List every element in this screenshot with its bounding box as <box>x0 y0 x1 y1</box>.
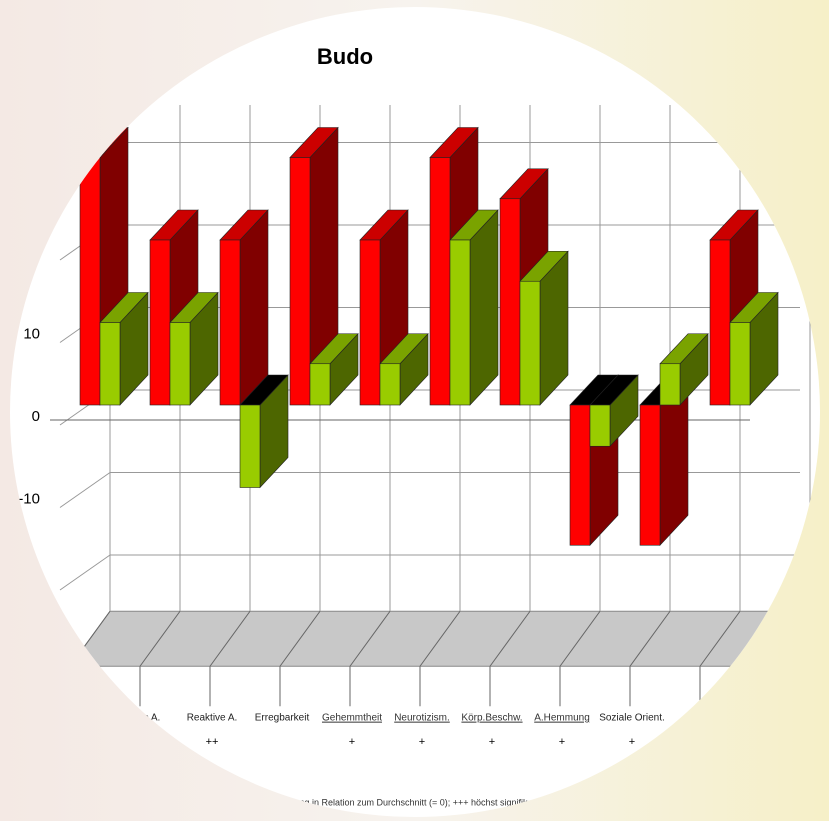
bar-front <box>709 239 731 406</box>
x-tick-label: Erregbarkeit <box>255 713 310 724</box>
x-tick-label: Neurotizism. <box>394 713 450 724</box>
x-tick-label: A.Hemmung <box>534 713 590 724</box>
bar-front <box>149 239 171 406</box>
significance-label: + <box>489 736 495 748</box>
bar <box>729 291 779 406</box>
bar-front <box>449 239 471 406</box>
grid-line <box>59 472 111 508</box>
bar-side <box>239 209 269 406</box>
bar <box>289 126 339 406</box>
floor-line <box>139 610 181 667</box>
floor-line <box>279 610 321 667</box>
bar-front <box>169 322 191 406</box>
x-tick-label: Soziale Orient. <box>599 713 665 724</box>
bar <box>309 332 359 406</box>
bar-front <box>429 157 451 406</box>
x-tick-label: Reaktive A. <box>187 713 238 724</box>
significance-label: + <box>349 736 355 748</box>
bar-front <box>99 322 121 406</box>
bar-front <box>239 404 261 488</box>
bar <box>99 291 149 406</box>
bar <box>449 209 499 406</box>
significance-label: + <box>419 736 425 748</box>
bar-front <box>219 239 241 406</box>
bar <box>169 291 219 406</box>
floor-line <box>559 610 601 667</box>
x-tick-label: Gehemmtheit <box>322 713 382 724</box>
floor-line <box>349 610 391 667</box>
grid-line <box>59 554 111 591</box>
floor-line <box>699 610 741 667</box>
chart-title: Budo <box>317 44 373 69</box>
significance-label: ++ <box>206 736 219 748</box>
bar <box>589 374 639 448</box>
significance-label: + <box>629 736 635 748</box>
floor-line <box>629 610 671 667</box>
floor-line <box>489 610 531 667</box>
bar-front <box>359 239 381 406</box>
bar-front <box>639 404 661 546</box>
bar <box>519 250 569 406</box>
bar-front <box>519 280 541 406</box>
floor-line <box>209 610 251 667</box>
bar <box>219 209 269 406</box>
significance-label: + <box>559 736 565 748</box>
bar-front <box>499 198 521 406</box>
bar <box>239 374 289 489</box>
floor-line <box>419 610 461 667</box>
bar <box>659 332 709 406</box>
bar-front <box>729 322 751 406</box>
y-tick-label: -10 <box>18 490 40 507</box>
bar-front <box>309 363 331 406</box>
y-tick-label: 10 <box>23 325 40 342</box>
bar-front <box>79 157 101 406</box>
bar <box>379 332 429 406</box>
footnote: ndlung in Relation zum Durchschnitt (= 0… <box>282 797 537 807</box>
y-tick-label: 0 <box>32 408 40 425</box>
bar <box>639 374 689 547</box>
bar-front <box>379 363 401 406</box>
bar-front <box>589 404 611 447</box>
x-tick-label: Körp.Beschw. <box>461 713 522 724</box>
bar-side <box>469 209 499 406</box>
bar-front <box>289 157 311 406</box>
floor <box>69 610 791 667</box>
bar-front <box>569 404 591 546</box>
bar-front <box>659 363 681 406</box>
